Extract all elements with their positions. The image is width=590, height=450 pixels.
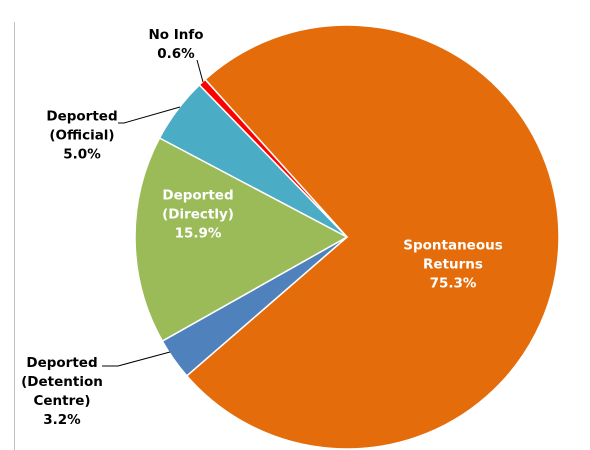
value-label: 5.0% <box>63 146 101 163</box>
category-label: Deported (Official) <box>46 108 118 144</box>
leader-line <box>118 106 181 124</box>
pie-slice <box>134 136 349 343</box>
leader-line <box>196 59 204 83</box>
slice-label: Deported (Official) 5.0% <box>46 108 117 165</box>
leader-line <box>102 351 171 367</box>
pie-slice <box>185 24 560 450</box>
value-label: 15.9% <box>174 225 222 242</box>
pie-slice <box>198 78 348 238</box>
category-label: Deported (Directly) <box>162 187 234 223</box>
value-label: 3.2% <box>43 412 81 428</box>
category-label: No Info <box>148 27 204 43</box>
slice-label: Deported (Detention Centre) 3.2% <box>21 354 103 430</box>
value-label: 75.3% <box>429 275 477 292</box>
slice-label: No Info 0.6% <box>148 26 203 64</box>
value-label: 0.6% <box>157 46 195 62</box>
slice-label: Deported (Directly) 15.9% <box>162 187 234 244</box>
category-label: Spontaneous Returns <box>403 237 503 273</box>
slice-label: Spontaneous Returns 75.3% <box>403 237 503 294</box>
category-label: Deported (Detention Centre) <box>21 355 103 409</box>
